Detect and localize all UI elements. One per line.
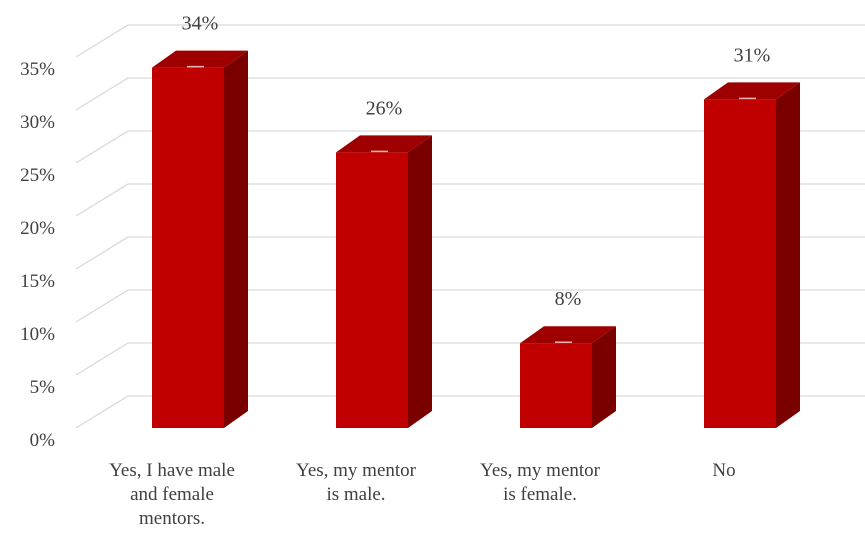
- category-labels: Yes, I have male and female mentors. Yes, m…: [109, 460, 736, 529]
- gridline: [75, 395, 865, 429]
- y-tick-label: 5%: [30, 377, 56, 398]
- gridline: [75, 130, 865, 164]
- bars: [152, 50, 800, 429]
- bar-top-face: [336, 135, 432, 153]
- gridline: [75, 77, 865, 111]
- bar: [336, 135, 432, 428]
- y-tick-label: 15%: [20, 271, 55, 292]
- gridline: [75, 183, 865, 217]
- y-tick-label: 10%: [20, 324, 55, 345]
- data-label: 26%: [366, 97, 403, 119]
- y-tick-label: 35%: [20, 59, 55, 80]
- bar-side-face: [592, 326, 616, 428]
- bar-front-face: [336, 152, 408, 428]
- category-label: No: [712, 460, 735, 481]
- gridline: [75, 236, 865, 270]
- data-label: 31%: [734, 44, 771, 66]
- gridline: [75, 289, 865, 323]
- y-tick-label: 0%: [30, 430, 56, 451]
- data-label: 34%: [182, 13, 219, 35]
- bar: [152, 50, 248, 428]
- bar-top-face: [704, 82, 800, 100]
- data-labels: 34% 26% 8% 31%: [182, 13, 771, 311]
- data-label: 8%: [555, 288, 582, 310]
- bar-front-face: [520, 343, 592, 428]
- bar: [520, 326, 616, 428]
- bar-front-face: [704, 99, 776, 429]
- bar: [704, 82, 800, 429]
- bar-side-face: [408, 135, 432, 428]
- bar-front-face: [152, 67, 224, 428]
- category-label: Yes, my mentor is male.: [296, 460, 417, 505]
- category-label: Yes, my mentor is female.: [480, 460, 601, 505]
- y-tick-label: 25%: [20, 165, 55, 186]
- y-tick-label: 20%: [20, 218, 55, 239]
- gridlines: [75, 24, 865, 429]
- category-label: Yes, I have male and female mentors.: [109, 460, 235, 529]
- bar-side-face: [224, 50, 248, 428]
- y-axis-tick-labels: 0% 5% 10% 15% 20% 25% 30% 35%: [20, 59, 55, 451]
- y-tick-label: 30%: [20, 112, 55, 133]
- gridline: [75, 342, 865, 376]
- gridline: [75, 24, 865, 58]
- bar-side-face: [776, 82, 800, 429]
- bar-top-face: [520, 326, 616, 344]
- bar-top-face: [152, 50, 248, 68]
